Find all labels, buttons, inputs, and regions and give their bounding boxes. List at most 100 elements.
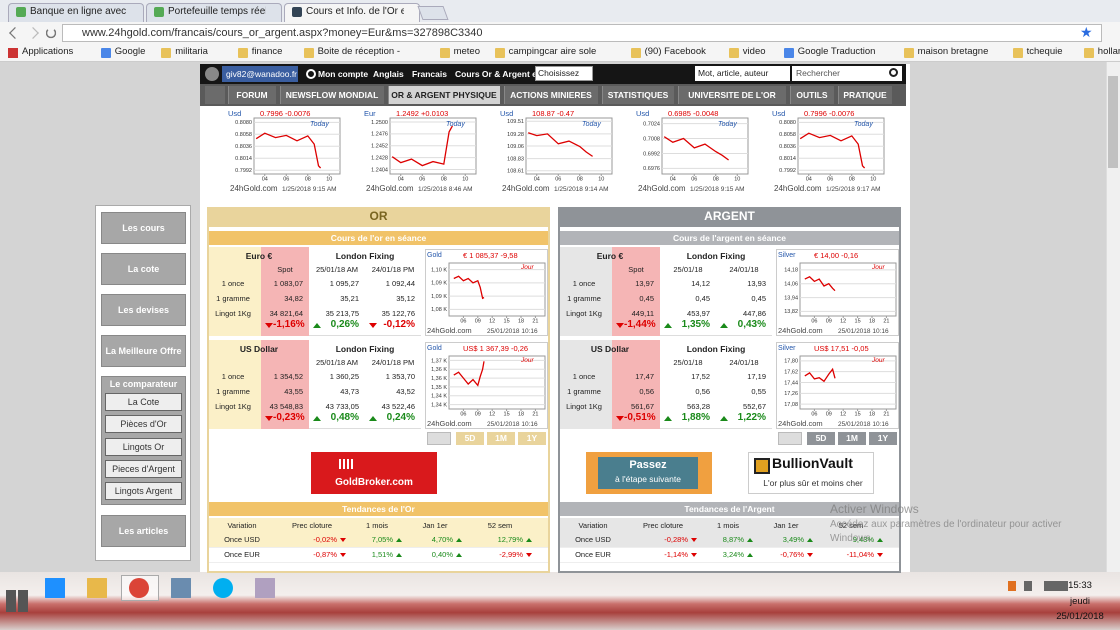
nav-item[interactable] [280,86,384,104]
comparator-item[interactable] [105,393,182,411]
nav-item[interactable] [388,86,500,104]
currency-select[interactable] [535,66,593,81]
sidebar-button-label[interactable]: Les articles [118,526,169,536]
user-email[interactable]: giv82@wanadoo.fr [226,69,298,79]
bookmark[interactable]: hollande [1097,46,1120,57]
taskbar-app[interactable] [45,578,65,598]
taskbar-app[interactable] [171,578,191,598]
bookmark[interactable]: Google [114,46,146,57]
search-field[interactable] [792,66,902,81]
comparator-item[interactable] [105,415,182,434]
nav-label[interactable]: ACTIONS MINIERES [510,90,592,100]
ad-text[interactable]: L'or plus sûr et moins cher [763,478,863,488]
change-value: 0,48% [330,412,359,423]
nav-item[interactable] [838,86,892,104]
browser-tab[interactable] [8,3,144,22]
url-box[interactable] [62,24,1102,42]
nav-label[interactable]: OR & ARGENT PHYSIQUE [391,90,497,100]
taskbar-app[interactable] [255,578,275,598]
period-label[interactable]: 1M [495,433,507,443]
taskbar-app[interactable] [87,578,107,598]
ad-text[interactable]: BullionVault [772,455,853,471]
sidebar-button-label[interactable]: Les devises [117,305,170,315]
new-tab[interactable] [417,6,449,20]
nav-home[interactable] [205,86,225,104]
taskbar-app[interactable] [213,578,233,598]
ad-text[interactable]: à l'étape suivante [615,474,681,484]
language-link[interactable]: Francais [412,69,447,79]
bookmark[interactable]: (90) Facebook [644,46,706,57]
currency-select-text[interactable]: Choisissez [538,68,580,78]
period-label[interactable]: 1Y [526,433,538,443]
nav-label[interactable]: NEWSFLOW MONDIAL [285,90,379,100]
nav-item[interactable] [228,86,276,104]
bookmark[interactable]: Applications [22,46,74,57]
comparator-item-label[interactable]: Pieces d'Argent [112,463,175,474]
start-button[interactable] [6,590,28,612]
goldbroker-ad[interactable] [311,452,437,494]
period-label[interactable]: 1M [846,433,858,443]
reload[interactable] [45,27,57,39]
bookmark[interactable]: Google Traduction [797,46,876,57]
comparator-item[interactable] [105,482,182,501]
y-tick-label: 14,06 [784,282,798,288]
period-button[interactable] [869,432,897,445]
period-button[interactable] [838,432,866,445]
bookmark[interactable]: meteo [453,46,480,57]
period-label[interactable]: 1Y [877,433,889,443]
account-link[interactable]: Mon compte [318,69,369,79]
sidebar-button[interactable] [101,335,186,367]
nav-label[interactable]: STATISTIQUES [607,90,669,100]
sidebar-button[interactable] [101,515,186,547]
sidebar-button[interactable] [101,253,186,285]
search-placeholder[interactable]: Mot, article, auteur [698,68,769,78]
comparator-item-label[interactable]: Lingots Or [122,441,165,452]
user-box[interactable] [222,66,298,82]
trend-value: -0,28% [664,535,688,544]
sidebar-button[interactable] [101,294,186,326]
nav-label[interactable]: PRATIQUE [843,90,887,100]
comparator-item-label[interactable]: Pièces d'Or [120,419,167,430]
sidebar-button-label[interactable]: La cote [127,264,160,274]
nav-label[interactable]: OUTILS [796,90,828,100]
sidebar-button-label[interactable]: La Meilleure Offre [105,346,182,356]
period-button[interactable] [487,432,515,445]
comparator-item-label[interactable]: Lingots Argent [114,486,173,497]
comparator-item[interactable] [105,437,182,456]
bookmark[interactable]: maison bretagne [917,46,989,57]
period-button[interactable] [427,432,451,445]
period-button[interactable] [518,432,546,445]
bookmark[interactable]: finance [251,46,283,57]
period-button[interactable] [778,432,802,445]
search-button[interactable]: Rechercher [796,68,840,78]
browser-tab[interactable] [146,3,282,22]
nav-item[interactable] [504,86,598,104]
taskbar-app[interactable] [129,578,149,598]
nav-label[interactable]: FORUM [236,90,268,100]
url-text[interactable]: www.24hgold.com/francais/cours_or_argent… [82,27,483,39]
search-input[interactable] [695,66,790,81]
period-label[interactable]: 5D [464,433,476,443]
bookmark[interactable]: tchequie [1026,46,1063,57]
scroll-thumb[interactable] [1108,76,1118,168]
bookmark[interactable]: campingcar aire sole [508,46,597,57]
bookmark[interactable]: Boite de réception - [317,46,400,57]
ad-text[interactable]: Passez [629,459,667,471]
comparator-item[interactable] [105,459,182,478]
language-link[interactable]: Anglais [373,69,404,79]
ad-text[interactable]: GoldBroker.com [335,477,413,488]
comparator-item-label[interactable]: La Cote [127,397,160,407]
period-label[interactable]: 5D [815,433,827,443]
nav-item[interactable] [678,86,786,104]
sidebar-button[interactable] [101,212,186,244]
x-tick-label: 18 [518,319,524,325]
bookmark[interactable]: militaria [175,46,208,57]
period-button[interactable] [807,432,835,445]
nav-label[interactable]: UNIVERSITE DE L'OR [688,90,776,100]
bookmark[interactable]: video [742,46,766,57]
period-button[interactable] [456,432,484,445]
sidebar-button-label[interactable]: Les cours [122,223,165,233]
nav-item[interactable] [790,86,834,104]
nav-item[interactable] [602,86,674,104]
price-value: 0,55 [751,387,766,396]
